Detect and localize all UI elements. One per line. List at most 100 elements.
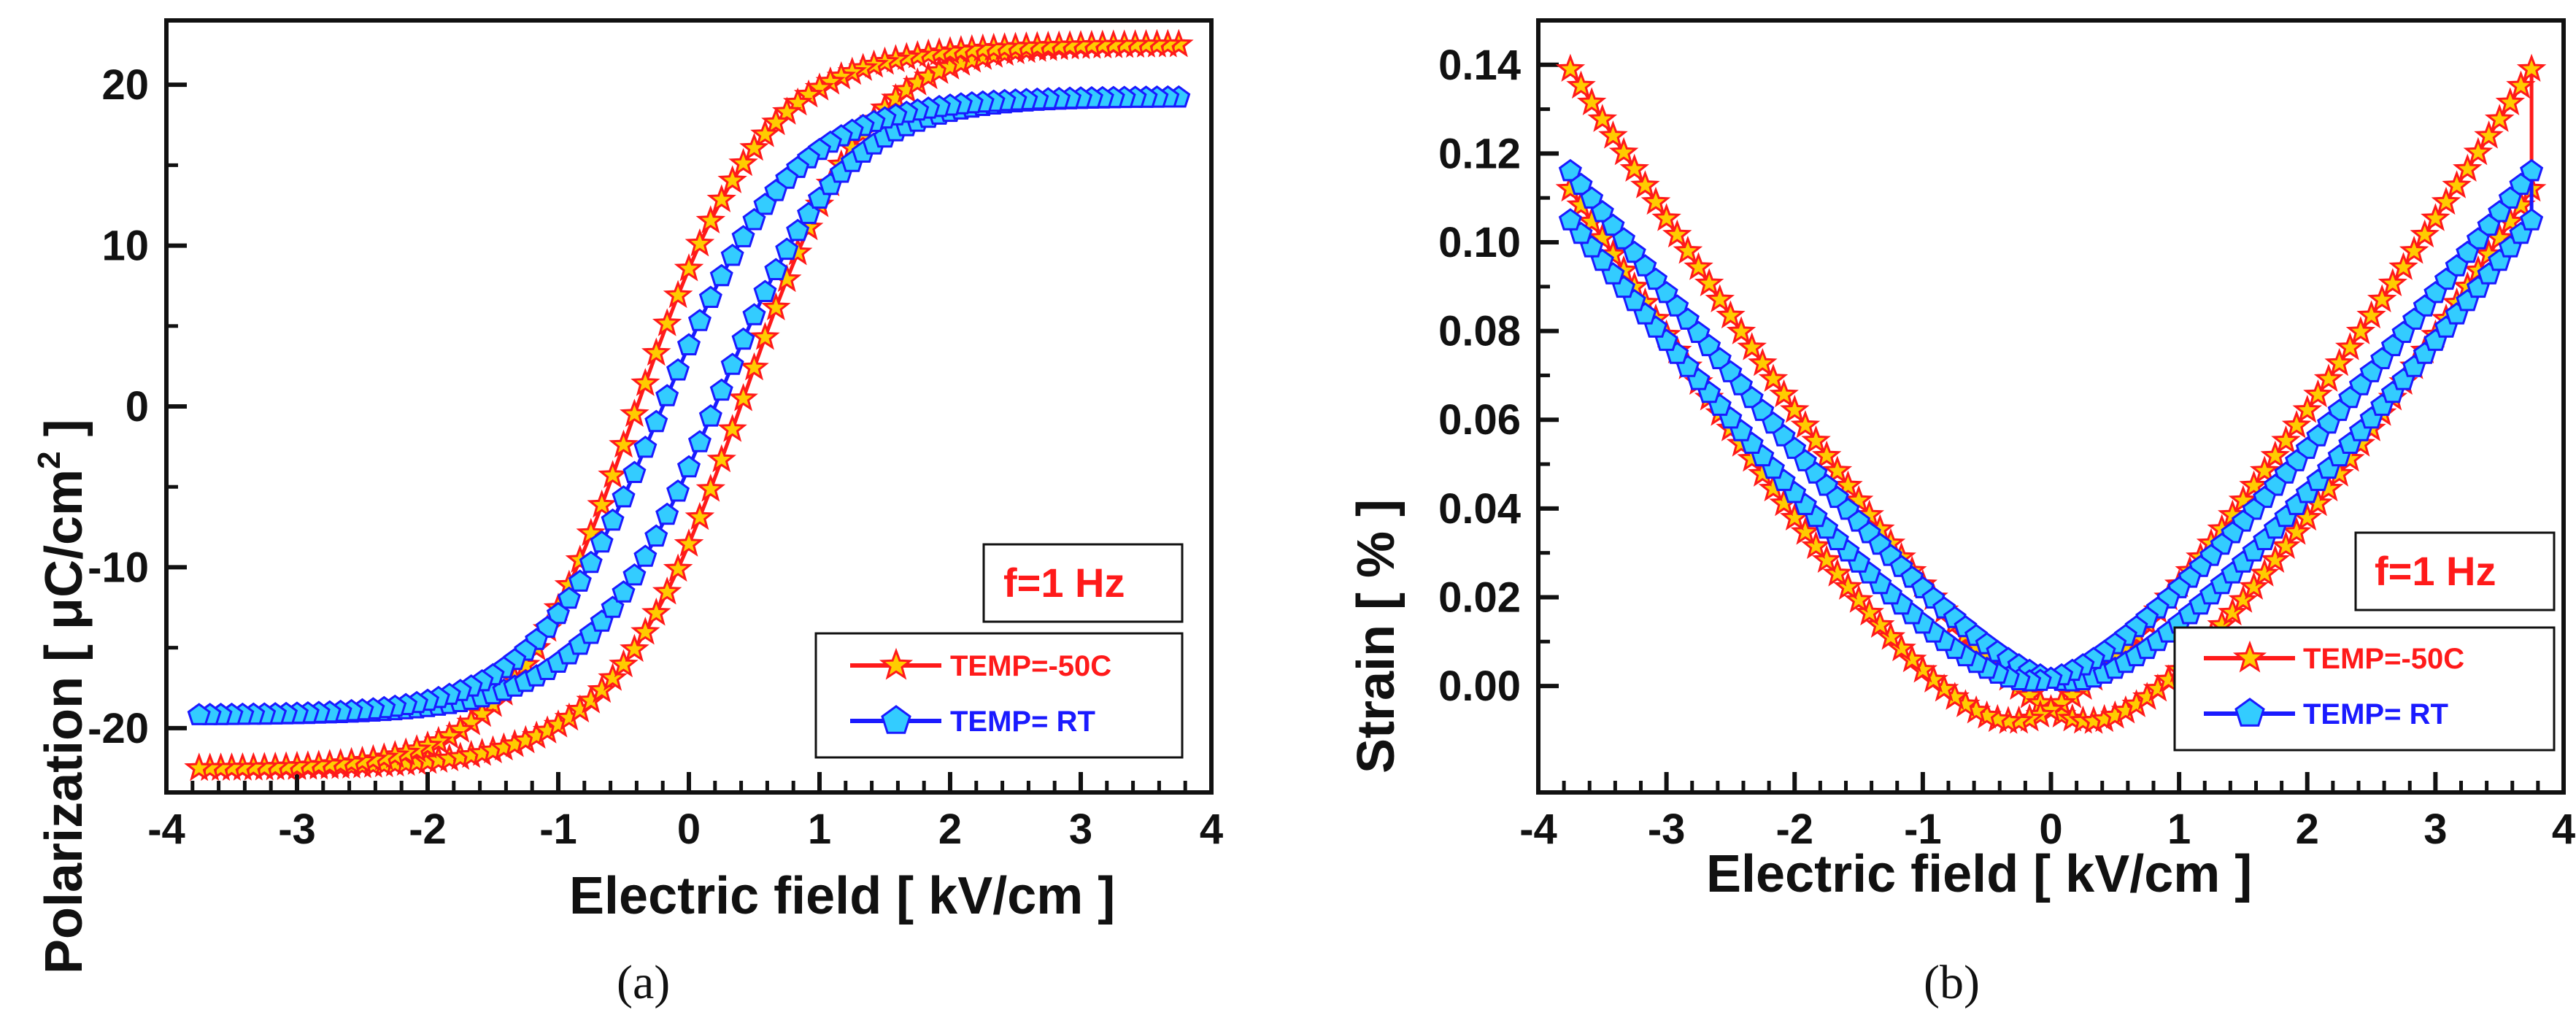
legend-pentagon-marker-a: [881, 705, 911, 734]
x-tick-label-b: -2: [1775, 806, 1813, 853]
data-point-star-a: [761, 292, 791, 321]
data-point-pentagon-b: [1569, 172, 1593, 196]
legend-label-cold-b: TEMP=-50C: [2303, 643, 2464, 675]
data-point-star-a: [652, 576, 682, 605]
data-point-pentagon-a: [666, 358, 690, 381]
data-point-pentagon-b: [2498, 186, 2522, 209]
data-point-pentagon-a: [764, 179, 788, 201]
data-point-star-b: [1779, 394, 1810, 423]
x-tick-label-b: -1: [1904, 806, 1942, 853]
data-point-star-a: [663, 279, 693, 309]
data-point-star-b: [1587, 104, 1618, 132]
data-point-star-b: [1875, 621, 1906, 650]
y-axis-label-b: Strain [ % ]: [1347, 499, 1405, 773]
data-point-star-b: [2260, 544, 2291, 573]
data-point-pentagon-b: [1558, 158, 1582, 182]
x-tick-label-b: -3: [1648, 806, 1686, 853]
legend-a: TEMP=-50C TEMP= RT: [814, 632, 1184, 759]
data-point-star-b: [2249, 455, 2280, 484]
data-point-pentagon-a: [557, 586, 581, 609]
data-point-star-b: [2516, 53, 2547, 82]
legend-label-rt-b: TEMP= RT: [2303, 698, 2448, 730]
data-point-star-b: [2260, 440, 2291, 469]
data-point-star-b: [1640, 186, 1671, 215]
data-point-star-a: [739, 352, 769, 381]
data-point-star-b: [2334, 332, 2365, 360]
data-point-star-b: [2410, 219, 2440, 248]
data-point-star-b: [1822, 558, 1853, 587]
data-point-star-b: [2442, 170, 2472, 198]
data-point-pentagon-a: [612, 485, 636, 508]
data-point-star-b: [2239, 571, 2269, 600]
data-point-star-a: [184, 752, 215, 781]
data-point-star-a: [706, 184, 736, 212]
data-point-pentagon-b: [2477, 213, 2501, 236]
y-tick-label-b: 0.02: [1438, 574, 1521, 621]
data-point-star-a: [728, 383, 758, 412]
data-point-pentagon-b: [2509, 172, 2533, 196]
x-tick-label-b: -4: [1519, 806, 1557, 853]
y-tick-label-a: -10: [88, 544, 149, 591]
data-point-star-b: [1854, 597, 1884, 626]
data-point-pentagon-b: [2466, 227, 2490, 250]
data-point-star-b: [2313, 363, 2344, 392]
data-point-star-a: [674, 253, 704, 282]
data-point-pentagon-a: [698, 404, 722, 427]
y-tick-label-a: 0: [126, 383, 149, 431]
legend-label-rt-a: TEMP= RT: [950, 706, 1095, 738]
data-point-star-a: [739, 132, 769, 161]
data-point-star-a: [761, 107, 791, 136]
series-rt-a: [187, 85, 1191, 725]
data-point-star-a: [695, 205, 726, 234]
data-point-star-b: [1833, 571, 1863, 600]
data-point-star-b: [2324, 347, 2354, 377]
data-point-pentagon-a: [742, 303, 766, 325]
data-point-star-b: [2249, 558, 2280, 587]
data-point-pentagon-a: [622, 563, 647, 586]
data-point-star-a: [728, 147, 758, 177]
data-point-pentagon-a: [786, 218, 810, 242]
data-point-star-b: [1843, 584, 1874, 613]
data-point-pentagon-a: [187, 703, 211, 725]
data-point-star-a: [641, 337, 671, 366]
y-tick-label-b: 0.08: [1438, 308, 1521, 355]
y-tick-label-a: 20: [101, 61, 149, 109]
data-point-star-a: [717, 414, 747, 442]
data-point-pentagon-a: [579, 550, 603, 574]
data-point-star-b: [2495, 87, 2526, 115]
data-point-star-b: [2378, 268, 2408, 296]
y-tick-label-a: -20: [88, 705, 149, 752]
data-point-pentagon-a: [644, 524, 668, 547]
data-point-star-b: [2239, 470, 2269, 499]
annotation-box-a: f=1 Hz: [982, 543, 1184, 623]
data-point-pentagon-a: [687, 309, 712, 331]
data-point-star-a: [750, 321, 780, 350]
data-point-pentagon-a: [720, 243, 744, 266]
data-point-star-b: [1726, 316, 1756, 344]
data-point-star-b: [1673, 236, 1703, 264]
x-tick-label-a: 1: [808, 806, 831, 853]
data-point-star-b: [1662, 219, 1692, 248]
data-point-star-a: [641, 597, 671, 626]
data-point-pentagon-a: [687, 430, 712, 452]
data-point-star-b: [1822, 455, 1853, 484]
data-point-star-b: [2453, 153, 2483, 182]
data-point-star-b: [2463, 136, 2494, 166]
data-point-star-a: [663, 553, 693, 582]
data-point-pentagon-b: [2488, 200, 2512, 223]
x-axis-label-b: Electric field [ kV/cm ]: [1706, 845, 2252, 903]
data-point-pentagon-a: [731, 225, 755, 247]
data-point-star-a: [685, 501, 715, 530]
data-point-star-b: [2218, 597, 2248, 626]
data-point-star-b: [1801, 530, 1831, 559]
data-point-star-b: [2292, 394, 2323, 423]
data-point-pentagon-b: [2456, 240, 2480, 263]
data-point-star-b: [2367, 284, 2397, 313]
caption-b: (b): [1924, 956, 1980, 1009]
data-point-pentagon-a: [753, 192, 777, 215]
data-point-pentagon-b: [2520, 208, 2544, 231]
data-point-star-b: [2399, 236, 2429, 264]
data-point-star-b: [2484, 104, 2515, 132]
data-point-star-b: [1737, 332, 1767, 360]
